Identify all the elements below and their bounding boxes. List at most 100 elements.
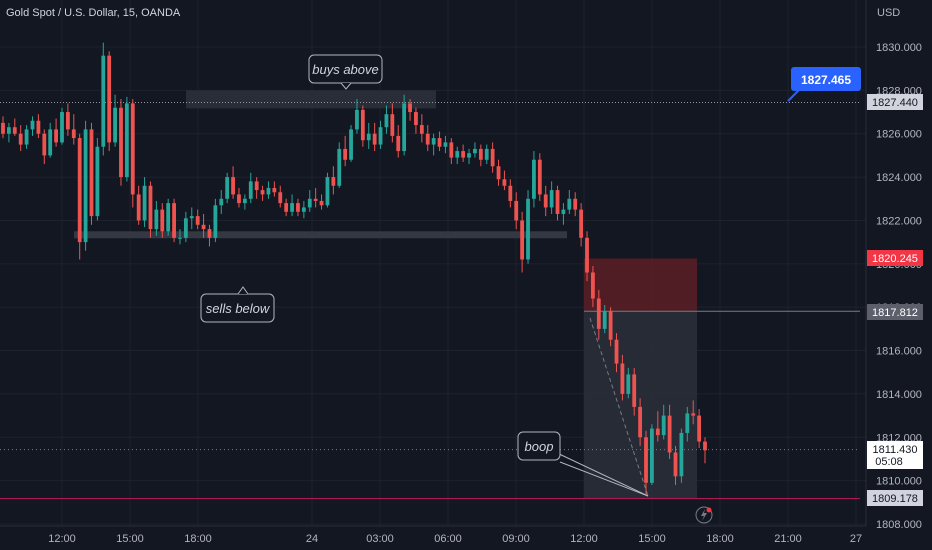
svg-text:05:08: 05:08 (875, 456, 903, 468)
candle-body (272, 187, 277, 193)
short-position-tool[interactable] (584, 258, 860, 499)
candle-body (520, 220, 525, 260)
candle-body (467, 153, 471, 158)
candle-body (496, 166, 501, 180)
time-tick-label: 03:00 (366, 533, 394, 545)
sells-below-callout[interactable]: sells below (200, 286, 275, 323)
candle-body (284, 203, 289, 212)
candle-body (18, 133, 23, 145)
candle-body (71, 129, 76, 139)
candle-body (366, 133, 371, 141)
candle-body (390, 114, 395, 136)
candle-body (360, 109, 365, 141)
candle-body (154, 209, 159, 230)
time-tick-label: 15:00 (638, 533, 666, 545)
candle-body (508, 185, 513, 201)
candle-body (661, 415, 666, 436)
buys-above-zone[interactable] (186, 90, 436, 109)
candle-body (655, 428, 660, 436)
time-tick-label: 18:00 (706, 533, 734, 545)
candle-body (555, 190, 560, 214)
candle-body (537, 159, 542, 195)
candle-body (384, 114, 389, 128)
time-tick-label: 12:00 (48, 533, 76, 545)
candle-body (95, 146, 100, 217)
candle-body (378, 127, 383, 145)
time-tick-label: 21:00 (774, 533, 802, 545)
trade-path-line (589, 317, 649, 497)
sells-below-zone[interactable] (74, 231, 567, 239)
time-tick-label: 24 (306, 533, 318, 545)
candle-body (396, 135, 401, 152)
candle-body (130, 103, 135, 195)
candle-body (532, 159, 536, 199)
candle-body (12, 127, 17, 134)
candle-body (473, 148, 477, 154)
price-callout-flag[interactable]: 1827.465 (787, 67, 861, 102)
candle-body (201, 224, 206, 230)
candle-body (219, 198, 224, 206)
time-tick-label: 09:00 (502, 533, 530, 545)
candle-body (685, 413, 690, 433)
candle-body (638, 406, 643, 438)
candle-body (596, 298, 601, 329)
candle-body (514, 200, 519, 221)
candle-body (543, 194, 548, 208)
candle-body (307, 198, 312, 208)
candle-body (124, 103, 129, 178)
candle-body (679, 432, 684, 477)
candle-body (119, 107, 123, 178)
candle-body (449, 142, 454, 158)
candle-body (490, 148, 495, 167)
candle-body (331, 177, 336, 186)
time-tick-label: 15:00 (116, 533, 144, 545)
candle-body (408, 103, 412, 113)
candle-body (644, 437, 648, 483)
candle-body (248, 181, 253, 199)
candle-body (402, 103, 407, 152)
candle-body (313, 198, 318, 201)
lightning-icon[interactable] (695, 506, 713, 524)
candle-body (225, 177, 230, 199)
candle-body (579, 209, 584, 238)
candle-body (89, 129, 94, 217)
candle-body (36, 120, 41, 134)
candle-body (290, 203, 294, 212)
boop-label: boop (525, 439, 554, 454)
candle-body (160, 209, 165, 232)
candle-body (101, 55, 106, 147)
candle-body (337, 148, 342, 186)
candle-body (242, 198, 247, 204)
svg-text:1809.178: 1809.178 (872, 493, 918, 505)
candle-body (691, 413, 696, 416)
candle-body (585, 237, 589, 273)
candle-body (83, 129, 88, 243)
candle-body (166, 203, 171, 232)
boop-callout[interactable]: boop (517, 431, 649, 497)
candle-body (431, 138, 436, 145)
tag-top-line: 1827.440 (867, 94, 923, 110)
candle-body (667, 415, 672, 453)
candle-body (266, 187, 271, 195)
candle-body (349, 129, 353, 160)
time-axis-ticks: 12:00 15:00 18:00 24 03:00 06:00 09:00 12:00 15:… (48, 533, 862, 545)
candle-body (425, 133, 430, 145)
candle-body (650, 428, 654, 483)
candles (1, 42, 707, 496)
svg-text:1817.812: 1817.812 (872, 307, 918, 319)
buys-above-callout[interactable]: buys above (308, 54, 383, 90)
candle-body (632, 374, 637, 407)
candle-body (526, 198, 530, 260)
candle-body (567, 198, 572, 210)
candle-body (319, 200, 324, 206)
candle-body (443, 142, 448, 147)
time-tick-label: 12:00 (570, 533, 598, 545)
candle-body (437, 138, 442, 147)
candle-body (502, 179, 507, 186)
candle-body (573, 198, 578, 210)
stop-loss-zone[interactable] (584, 258, 697, 312)
currency-label: USD (877, 7, 900, 19)
